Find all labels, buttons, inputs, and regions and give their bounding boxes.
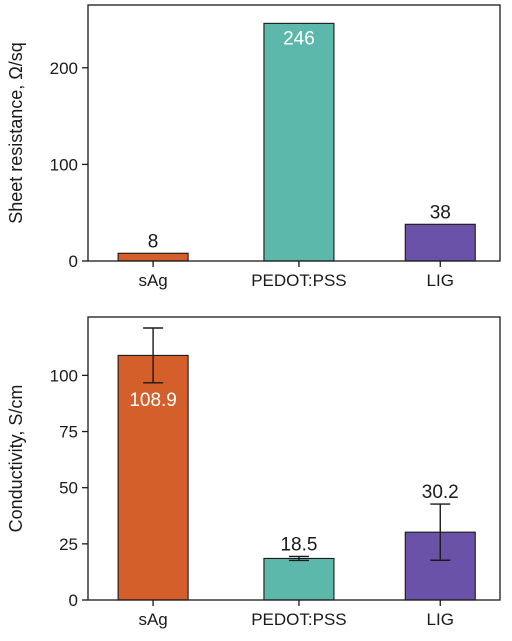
data-label: 18.5 <box>280 534 317 555</box>
conductivity-chart: 108.9 18.5 30.2 0 25 50 75 100 sAg PEDOT:PSS LIG Co… <box>6 316 501 629</box>
y-tick-label: 200 <box>50 59 78 78</box>
data-label: 8 <box>148 231 159 252</box>
error-bar-1 <box>288 555 309 562</box>
axes-frame <box>87 316 501 601</box>
y-tick-label: 75 <box>59 423 78 442</box>
axes-frame <box>87 4 501 262</box>
x-tick-label: LIG <box>427 271 454 290</box>
data-label: 246 <box>283 28 315 49</box>
data-label: 108.9 <box>129 390 177 411</box>
y-tick-label: 0 <box>69 591 78 610</box>
bar-sag <box>117 252 189 262</box>
x-tick-label: PEDOT:PSS <box>251 271 346 290</box>
error-bar-0 <box>143 327 164 384</box>
y-tick-label: 100 <box>50 366 78 385</box>
y-axis-label: Sheet resistance, Ω/sq <box>6 42 26 224</box>
y-tick-label: 50 <box>59 479 78 498</box>
error-bar-2 <box>430 503 451 561</box>
x-tick-label: sAg <box>138 610 167 629</box>
y-tick-label: 25 <box>59 535 78 554</box>
data-label: 30.2 <box>422 482 459 503</box>
bar-pedot-pss <box>263 557 335 601</box>
bar-pedot-pss <box>263 22 335 262</box>
bar-lig <box>404 223 476 262</box>
data-label: 38 <box>430 202 451 223</box>
y-tick-label: 0 <box>69 252 78 271</box>
sheet-resistance-chart: 8 246 38 0 100 200 sAg PEDOT:PSS LIG Sheet resist… <box>6 4 501 290</box>
x-tick-label: LIG <box>427 610 454 629</box>
y-axis-label: Conductivity, S/cm <box>6 385 26 533</box>
x-tick-label: sAg <box>138 271 167 290</box>
y-tick-label: 100 <box>50 155 78 174</box>
x-tick-label: PEDOT:PSS <box>251 610 346 629</box>
